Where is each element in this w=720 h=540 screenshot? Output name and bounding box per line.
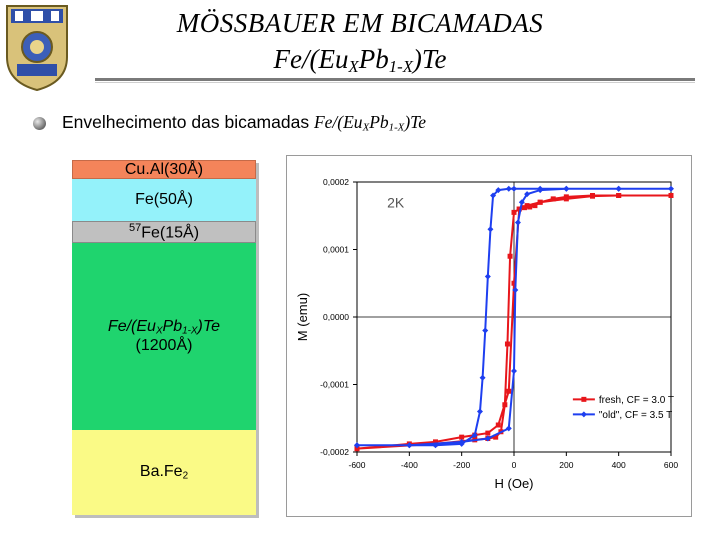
legend-marker-1 <box>580 411 587 418</box>
slide-title-line1: MÖSSBAUER EM BICAMADAS <box>176 8 544 38</box>
data-point-old <box>505 425 512 432</box>
data-point-fresh <box>590 193 595 199</box>
data-point-old <box>518 199 525 206</box>
y-tick-label: -0,0002 <box>320 447 349 457</box>
data-point-old <box>490 192 497 199</box>
data-point-old <box>505 185 512 192</box>
data-point-fresh <box>354 446 360 452</box>
x-tick-label: -600 <box>348 460 365 470</box>
bullet-point: Envelhecimento das bicamadas Fe/(EuXPb1-… <box>34 112 426 134</box>
y-tick-label: 0,0001 <box>323 245 349 255</box>
data-point-old <box>484 273 491 280</box>
data-point-fresh <box>504 341 510 347</box>
layer-euxpb-thickness: (1200Å) <box>135 336 193 354</box>
x-axis-label: H (Oe) <box>495 476 534 491</box>
legend-label-1: "old", CF = 3.5 T <box>599 410 672 421</box>
data-point-old <box>563 185 570 192</box>
data-point-old <box>479 374 486 381</box>
data-point-fresh <box>511 209 517 215</box>
y-tick-label: 0,0000 <box>323 312 349 322</box>
data-point-old <box>476 408 483 415</box>
x-tick-label: 600 <box>664 460 678 470</box>
data-point-old <box>487 226 494 233</box>
data-point-old <box>512 287 519 293</box>
layer-euxpb-formula: Fe/(EuXPb1-X)Te <box>107 318 221 337</box>
logo-emblem <box>6 5 68 92</box>
data-point-old <box>354 442 360 449</box>
data-point-old <box>615 185 622 192</box>
layer-euxpb-te: Fe/(EuXPb1-X)Te (1200Å) <box>72 243 256 430</box>
y-tick-label: 0,0002 <box>323 177 349 187</box>
layer-cual: Cu.Al(30Å) <box>72 160 256 179</box>
legend-marker-0 <box>581 396 587 402</box>
data-point-fresh <box>550 196 556 202</box>
bullet-icon <box>33 117 46 130</box>
data-point-old <box>511 185 517 192</box>
data-point-fresh <box>516 206 522 212</box>
data-point-fresh <box>459 434 465 440</box>
slide-title-line2: Fe/(EuXPb1-X)Te <box>273 44 447 77</box>
x-tick-label: 400 <box>612 460 626 470</box>
x-tick-label: 200 <box>559 460 573 470</box>
data-point-old <box>432 442 439 449</box>
layer-57fe: 57Fe(15Å) <box>72 221 256 243</box>
title-divider-shadow <box>95 82 695 83</box>
data-point-old <box>484 435 491 442</box>
data-point-fresh <box>502 402 508 408</box>
x-tick-label: -200 <box>453 460 470 470</box>
data-point-fresh <box>493 434 499 440</box>
data-point-old <box>406 442 413 449</box>
data-point-fresh <box>506 388 512 394</box>
layer-bafe2: Ba.Fe2 <box>72 430 256 515</box>
data-point-old <box>482 327 489 334</box>
bilayer-stack-diagram: Cu.Al(30Å) Fe(50Å) 57Fe(15Å) Fe/(EuXPb1-… <box>72 160 256 515</box>
y-tick-label: -0,0001 <box>320 380 349 390</box>
data-point-fresh <box>524 203 530 209</box>
legend-label-0: fresh, CF = 3.0 T <box>599 395 674 406</box>
layer-fe50: Fe(50Å) <box>72 179 256 221</box>
data-point-old <box>524 191 531 198</box>
title-divider <box>95 78 695 81</box>
temperature-annotation: 2K <box>387 195 405 211</box>
data-point-fresh <box>527 204 533 210</box>
hysteresis-chart: -600 -400 -200 0 200 400 600 0,0002 0,0001 0,0000… <box>295 177 678 491</box>
data-point-fresh <box>563 196 569 202</box>
data-point-fresh <box>668 193 674 198</box>
x-tick-label: -400 <box>401 460 418 470</box>
data-point-old <box>514 219 521 226</box>
data-point-old <box>537 187 544 194</box>
data-point-fresh <box>521 205 527 211</box>
bullet-text: Envelhecimento das bicamadas <box>62 112 310 132</box>
data-point-fresh <box>616 193 622 198</box>
bullet-formula: Fe/(EuXPb1-X)Te <box>313 112 427 134</box>
data-point-fresh <box>537 199 543 205</box>
data-point-old <box>668 185 674 192</box>
data-point-fresh <box>532 203 538 209</box>
data-point-fresh <box>507 253 513 259</box>
data-point-old <box>511 368 517 374</box>
data-point-fresh <box>485 430 491 436</box>
data-point-old <box>458 438 465 445</box>
data-point-fresh <box>495 422 501 428</box>
data-point-old <box>495 187 502 194</box>
data-point-fresh <box>511 280 517 286</box>
y-axis-label: M (emu) <box>295 293 310 341</box>
x-tick-label: 0 <box>512 460 517 470</box>
data-point-fresh <box>433 439 438 445</box>
data-point-old <box>471 432 478 439</box>
hysteresis-chart-frame: -600 -400 -200 0 200 400 600 0,0002 0,0001 0,0000… <box>286 155 692 517</box>
